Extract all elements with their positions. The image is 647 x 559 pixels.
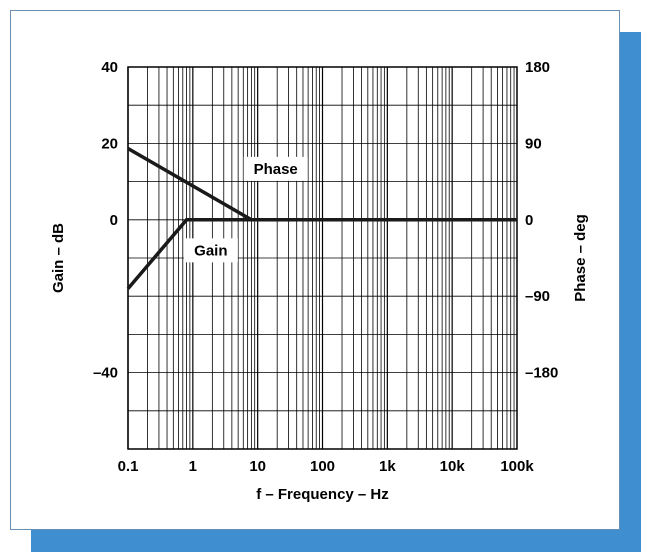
right-y-tick-label: 90 [525,135,542,152]
chart-card [10,10,620,530]
series-label-gain: Gain [194,242,227,259]
left-y-axis-label: Gain – dB [50,223,67,293]
x-tick-label: 100k [500,458,534,475]
right-y-tick-label: –180 [525,365,558,382]
x-tick-label: 100 [310,458,335,475]
x-tick-label: 1 [189,458,197,475]
right-y-tick-label: 180 [525,59,550,76]
x-tick-label: 1k [379,458,396,475]
left-y-tick-label: 20 [101,135,118,152]
series-label-phase: Phase [254,161,298,178]
series-label-bg [243,156,308,181]
right-y-tick-label: 0 [525,212,533,229]
x-tick-label: 0.1 [118,458,139,475]
x-axis-label: f – Frequency – Hz [256,486,389,503]
grid-lines [127,67,517,449]
left-y-tick-label: –40 [93,365,118,382]
plot-frame [127,66,518,450]
left-y-tick-label: 40 [101,59,118,76]
left-y-tick-label: 0 [110,212,118,229]
series-label-bg [183,238,238,263]
right-y-axis-label: Phase – deg [572,214,589,302]
x-tick-label: 10k [440,458,466,475]
series-line-phase [127,146,517,222]
x-tick-label: 10 [249,458,266,475]
right-y-tick-label: –90 [525,288,550,305]
